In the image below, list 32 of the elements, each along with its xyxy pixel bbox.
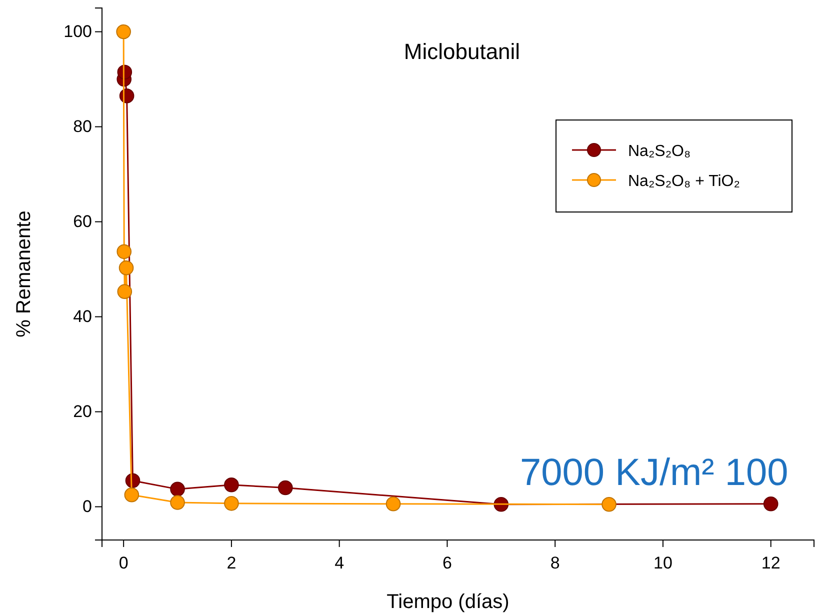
- point: [118, 260, 134, 276]
- point: [117, 284, 132, 299]
- point: [602, 496, 616, 512]
- point: [116, 244, 132, 260]
- point: [170, 495, 185, 510]
- annotation: 7000 KJ/m² 100: [520, 452, 788, 494]
- point: [386, 496, 401, 512]
- text: Miclobutanil: [404, 39, 520, 64]
- y-tick-label: 20: [73, 402, 92, 422]
- x-tick-label: 8: [550, 554, 560, 573]
- point: [224, 496, 239, 511]
- point: [124, 487, 140, 502]
- point: [224, 478, 239, 492]
- y-tick-label: 60: [73, 212, 92, 232]
- y-axis-title: % Remanente: [13, 210, 35, 338]
- y-tick-label: 40: [73, 307, 92, 326]
- point: [763, 496, 778, 512]
- x-tick-label: 6: [442, 554, 452, 573]
- y-tick-label: 0: [82, 497, 92, 516]
- point: [170, 482, 185, 497]
- x-axis-title: Tiempo (días): [386, 591, 510, 613]
- x-tick-label: 4: [334, 554, 344, 573]
- x-tick-label: 10: [654, 554, 672, 573]
- point: [278, 480, 293, 496]
- x-tick-label: 0: [118, 554, 128, 573]
- y-tick-label: 100: [64, 22, 92, 42]
- x-tick-label: 12: [761, 554, 780, 573]
- legend-label: Na₂S₂O₈: [628, 143, 691, 160]
- legend-label: Na₂S₂O₈ + TiO₂: [628, 173, 740, 190]
- y-tick-label: 80: [73, 117, 92, 136]
- point: [116, 24, 131, 40]
- x-tick-label: 2: [226, 554, 236, 573]
